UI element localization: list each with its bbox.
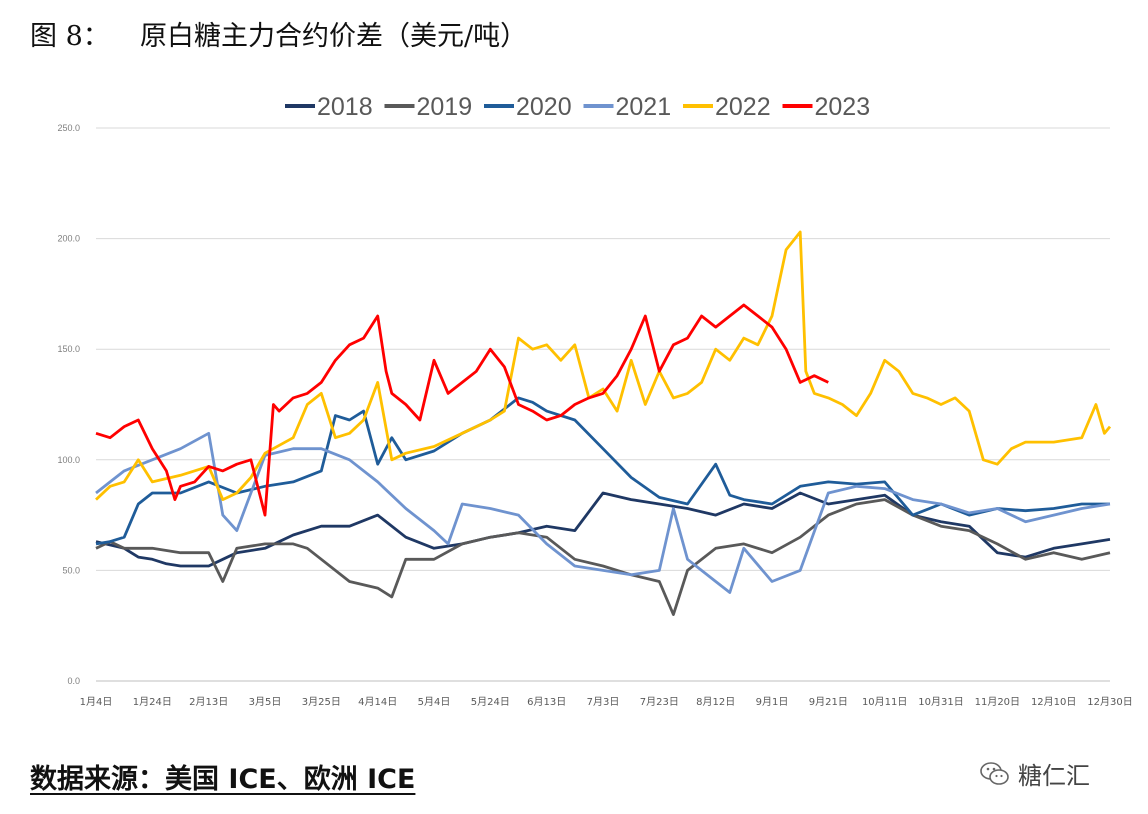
x-tick-label: 7月23日 [640,696,679,708]
series-line-2018 [95,491,1111,568]
x-tick-label: 5月4日 [418,696,451,708]
line-chart: 0.0 50.0 100.0 150.0 200.0 250.0 1月4日 1月24日 2月1… [57,93,1133,708]
chart-legend: 2018 2019 2020 2021 2022 2023 [285,93,870,121]
x-tick-label: 9月21日 [809,696,848,708]
y-tick-label: 150.0 [57,344,80,354]
figure-title: 图 8： 原白糖主力合约价差（美元/吨） [30,14,527,53]
x-tick-label: 4月14日 [358,696,397,708]
x-tick-label: 11月20日 [975,696,1020,708]
y-tick-label: 200.0 [57,234,80,244]
x-tick-label: 10月31日 [918,696,963,708]
watermark: 糖仁汇 [978,756,1090,791]
y-tick-label: 50.0 [62,565,80,575]
series-line-2019 [95,498,1111,616]
x-axis: 1月4日 1月24日 2月13日 3月5日 3月25日 4月14日 5月4日 5月24日 6月1… [80,680,1133,708]
legend-label-2022: 2022 [715,93,771,121]
series-line-2022 [95,230,1112,502]
legend-label-2021: 2021 [616,93,672,121]
x-tick-label: 12月10日 [1031,696,1076,708]
legend-label-2023: 2023 [815,93,871,121]
wechat-icon [980,761,1009,785]
legend-label-2020: 2020 [516,93,572,121]
chart-grid [96,127,1110,682]
x-tick-label: 10月11日 [862,696,907,708]
x-tick-label: 3月25日 [302,696,341,708]
y-tick-label: 250.0 [57,123,80,133]
x-tick-label: 1月4日 [80,696,113,708]
x-tick-label: 1月24日 [133,696,172,708]
series-line-2020 [95,396,1110,546]
x-tick-label: 2月13日 [189,696,228,708]
source-note: 数据来源：美国 ICE、欧洲 ICE [30,764,416,795]
x-tick-label: 7月3日 [587,696,620,708]
legend-label-2018: 2018 [317,93,373,121]
x-tick-label: 12月30日 [1087,696,1132,708]
y-tick-label: 100.0 [57,455,80,465]
legend-label-2019: 2019 [417,93,473,121]
y-axis: 0.0 50.0 100.0 150.0 200.0 250.0 [57,123,80,686]
watermark-text: 糖仁汇 [1018,762,1090,790]
x-tick-label: 6月13日 [527,696,566,708]
x-tick-label: 9月1日 [756,696,789,708]
series-line-2021 [95,431,1111,594]
x-tick-label: 8月12日 [696,696,735,708]
figure-label: 图 8： [30,21,110,52]
x-tick-label: 3月5日 [249,696,282,708]
y-tick-label: 0.0 [67,676,80,686]
series-line-2023 [95,303,829,517]
x-tick-label: 5月24日 [471,696,510,708]
chart-series [95,230,1112,616]
figure-title-text: 原白糖主力合约价差（美元/吨） [140,21,528,52]
